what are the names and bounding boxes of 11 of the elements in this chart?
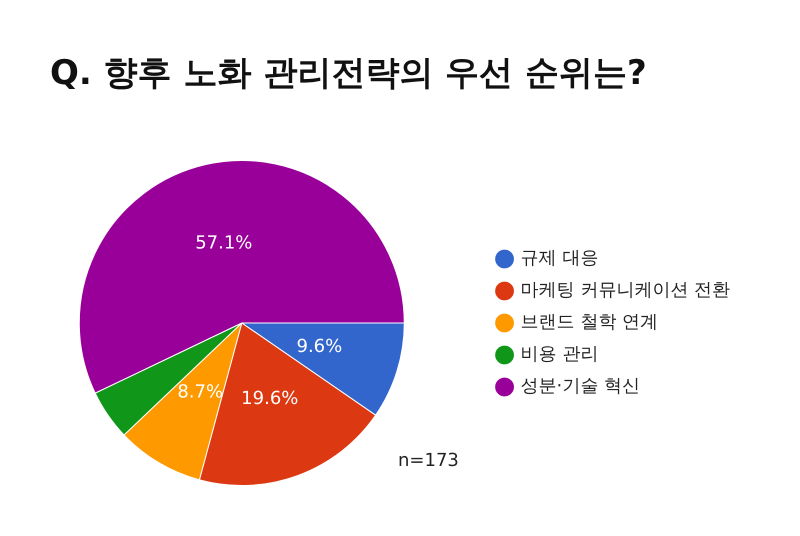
legend-label: 마케팅 커뮤니케이션 전환 bbox=[520, 280, 730, 301]
data-label: 9.6% bbox=[296, 336, 342, 357]
legend-label: 비용 관리 bbox=[520, 344, 598, 365]
legend-label: 성분·기술 혁신 bbox=[520, 376, 640, 397]
text: n=173 bbox=[398, 450, 459, 471]
legend-label: 규제 대응 bbox=[520, 248, 598, 269]
data-label: 19.6% bbox=[241, 388, 298, 409]
legend-label: 브랜드 철학 연계 bbox=[520, 312, 658, 333]
chart-title: Q. 향후 노화 관리전략의 우선 순위는? bbox=[50, 52, 647, 95]
data-label: 8.7% bbox=[177, 381, 224, 402]
data-label: 57.1% bbox=[195, 232, 252, 254]
